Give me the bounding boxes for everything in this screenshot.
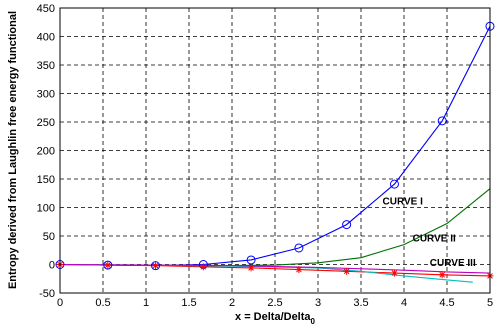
- curve-label-3: CURVE III: [430, 258, 476, 269]
- y-tick-label: 400: [37, 32, 55, 44]
- y-tick-label: 200: [37, 146, 55, 158]
- series-lines: [59, 25, 491, 283]
- series-1-marker: [103, 260, 113, 270]
- y-tick-label: 150: [37, 174, 55, 186]
- series-3-marker: [104, 261, 112, 269]
- y-tick-label: 450: [37, 3, 55, 15]
- series-3-marker: [438, 271, 446, 279]
- series-line-5: [59, 263, 491, 274]
- tick-labels: 0 0.5 1 1.5 2 2.5 3 3.5 4 4.5 5-500501001502002503…: [37, 3, 493, 309]
- series-1-marker: [437, 116, 447, 126]
- y-tick-label: 250: [37, 117, 55, 129]
- series-1-marker: [294, 243, 304, 253]
- series-1-marker: [389, 179, 399, 189]
- series-1-marker: [151, 261, 161, 271]
- x-tick-label: 2.5: [267, 297, 282, 309]
- x-tick-label: 3.5: [353, 297, 368, 309]
- y-tick-label: 350: [37, 60, 55, 72]
- x-tick-label: 3: [315, 297, 321, 309]
- y-tick-label: 300: [37, 89, 55, 101]
- y-tick-label: 100: [37, 203, 55, 215]
- x-tick-label: 0.5: [95, 297, 110, 309]
- x-tick-label: 4: [401, 297, 407, 309]
- curve-label-1: CURVE I: [383, 197, 424, 208]
- series-1-marker: [246, 255, 256, 265]
- x-tick-label: 1.5: [181, 297, 196, 309]
- y-tick-label: 0: [49, 260, 55, 272]
- series-3-marker: [343, 267, 351, 275]
- x-axis-title-subscript: 0: [311, 317, 316, 326]
- curve-label-2: CURVE II: [413, 234, 456, 245]
- x-tick-label: 2: [229, 297, 235, 309]
- x-tick-label: 0: [57, 297, 63, 309]
- x-tick-label: 4.5: [439, 297, 454, 309]
- plot-frame: [59, 7, 491, 294]
- series-1-marker: [342, 220, 352, 230]
- x-tick-label: 1: [143, 297, 149, 309]
- series-3-marker: [390, 269, 398, 277]
- y-axis-title: Entropy derived from Laughlin free energ…: [7, 11, 19, 289]
- series-3-marker: [199, 263, 207, 271]
- series-3-marker: [247, 264, 255, 272]
- series-3-marker: [152, 262, 160, 270]
- y-tick-label: 50: [43, 231, 55, 243]
- x-tick-label: 5: [487, 297, 493, 309]
- y-tick-label: -50: [39, 288, 55, 300]
- series-3-marker: [295, 266, 303, 274]
- annotations: CURVE I CURVE II CURVE III: [383, 197, 476, 270]
- x-axis-title: x = Delta/Delta0: [235, 311, 316, 326]
